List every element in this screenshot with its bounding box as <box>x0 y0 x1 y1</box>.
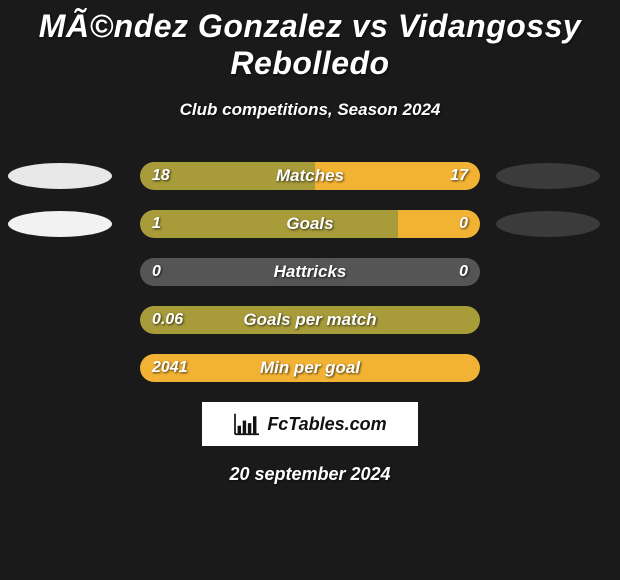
stat-row: Goals per match0.06 <box>0 306 620 334</box>
bar-track <box>140 306 480 334</box>
stat-row: Goals10 <box>0 210 620 238</box>
bar-left <box>140 306 480 334</box>
stat-row: Matches1817 <box>0 162 620 190</box>
player-left-ellipse <box>8 211 112 237</box>
bar-right <box>398 210 480 238</box>
player-left-ellipse <box>8 163 112 189</box>
bar-track <box>140 354 480 382</box>
bar-track <box>140 162 480 190</box>
logo-box: FcTables.com <box>202 402 418 446</box>
page-title: MÃ©ndez Gonzalez vs Vidangossy Rebolledo <box>0 0 620 82</box>
bar-track <box>140 210 480 238</box>
logo-text: FcTables.com <box>267 414 386 435</box>
bar-chart-icon <box>233 412 261 436</box>
bar-left <box>140 162 315 190</box>
stat-row: Min per goal2041 <box>0 354 620 382</box>
bar-right <box>315 162 480 190</box>
bar-left <box>140 258 480 286</box>
stat-rows: Matches1817 Goals10 Hattricks00 Goals per m… <box>0 162 620 382</box>
bar-track <box>140 258 480 286</box>
stat-row: Hattricks00 <box>0 258 620 286</box>
subtitle: Club competitions, Season 2024 <box>0 100 620 120</box>
bar-left <box>140 354 480 382</box>
date-text: 20 september 2024 <box>0 464 620 485</box>
bar-left <box>140 210 398 238</box>
player-right-ellipse <box>496 163 600 189</box>
player-right-ellipse <box>496 211 600 237</box>
